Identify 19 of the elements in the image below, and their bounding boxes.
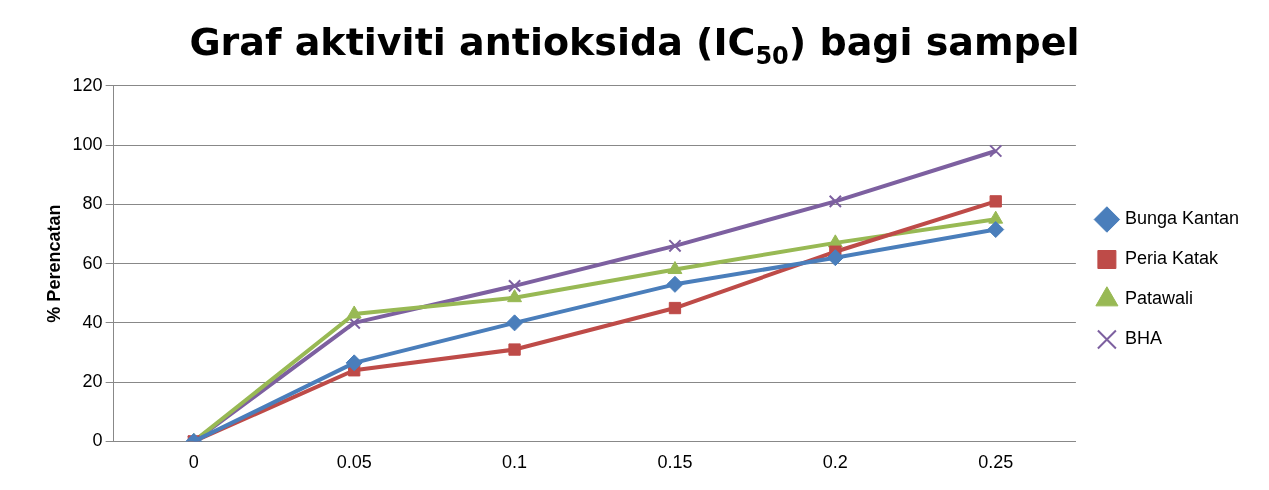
y-tick-label: 100: [72, 134, 103, 155]
x-tick-label: 0: [188, 452, 199, 473]
y-tick-label: 0: [92, 430, 103, 451]
y-tick-label: 20: [82, 371, 103, 392]
y-tick-label: 60: [82, 252, 103, 273]
x-tick-label: 0.1: [502, 452, 528, 473]
y-tick-label: 40: [82, 311, 103, 332]
x-tick-label: 0.25: [978, 452, 1014, 473]
x-tick-label: 0.2: [822, 452, 848, 473]
y-axis-title: % Perencatan: [43, 204, 64, 323]
x-tick-label: 0.05: [336, 452, 372, 473]
y-tick-label: 80: [82, 193, 103, 214]
legend-label: Patawali: [1124, 288, 1193, 309]
legend-label: Peria Katak: [1124, 248, 1219, 269]
chart-title: Graf aktiviti antioksida (IC$_{50}$) bagi sampel: [188, 19, 1081, 72]
legend-label: Bunga Kantan: [1124, 208, 1240, 229]
y-tick-label: 120: [72, 74, 103, 95]
legend-label: BHA: [1124, 328, 1162, 349]
x-tick-label: 0.15: [657, 452, 693, 473]
